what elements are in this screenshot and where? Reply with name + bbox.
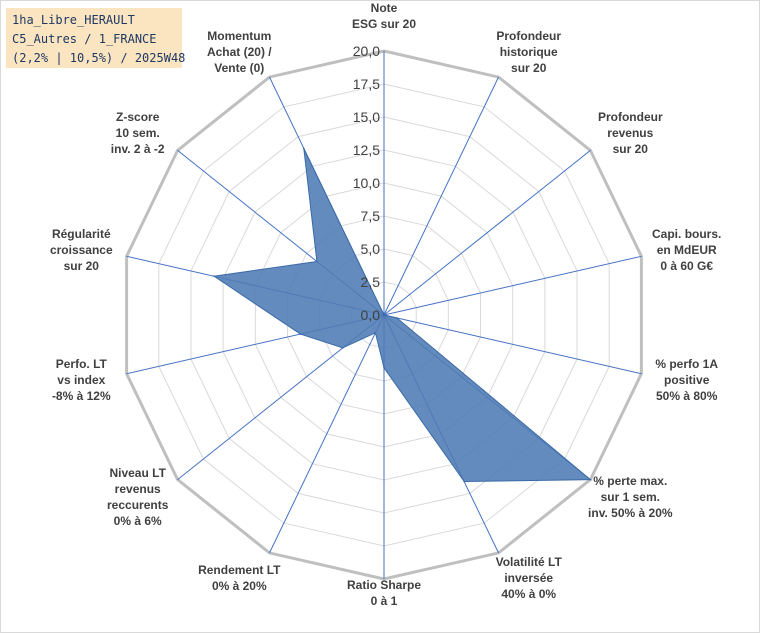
axis-label: 40% à 0% — [501, 587, 556, 601]
radar-series — [212, 147, 592, 483]
data-point — [383, 314, 385, 316]
axis-spoke — [269, 314, 385, 554]
axis-labels: Note ESG sur 20 Profondeur historique sur 20… — [50, 1, 721, 608]
axis-label: Rendement LT — [198, 563, 281, 577]
axis-label: Achat (20) / — [207, 45, 272, 59]
axis-label: -8% à 12% — [52, 389, 111, 403]
axis-spoke — [383, 314, 642, 375]
tick-label: 2,5 — [361, 274, 381, 290]
axis-label: Volatilité LT — [496, 555, 563, 569]
axis-spoke — [383, 76, 499, 316]
axis-label: revenus — [115, 482, 161, 496]
axis-label: 0% à 6% — [114, 514, 162, 528]
data-point — [589, 478, 592, 481]
axis-label: inversée — [504, 571, 553, 585]
axis-label: Capi. bours. — [652, 227, 721, 241]
axis-spoke — [383, 150, 591, 316]
info-line-2: C5_Autres / 1_FRANCE — [12, 32, 157, 46]
axis-label: historique — [500, 45, 558, 59]
tick-label: 0,0 — [361, 307, 381, 323]
axis-label: inv. 50% à 20% — [588, 506, 673, 520]
axis-label: 0 à 60 G€ — [660, 259, 713, 273]
info-box: 1ha_Libre_HERAULT C5_Autres / 1_FRANCE (… — [6, 8, 186, 68]
axis-label: 50% à 80% — [656, 389, 718, 403]
axis-label: Momentum — [207, 29, 271, 43]
tick-label: 15,0 — [353, 109, 380, 125]
tick-label: 17,5 — [353, 76, 380, 92]
radial-tick-labels: 0,0 2,5 5,0 7,5 10,0 12,5 15,0 17,5 20,0 — [353, 43, 380, 323]
axis-spoke — [383, 255, 642, 316]
axis-label: Z-score — [116, 110, 160, 124]
info-line-3: (2,2% | 10,5%) / 2025W48 — [12, 51, 186, 65]
axis-label: sur 20 — [511, 61, 547, 75]
axis-label: % perte max. — [593, 474, 667, 488]
tick-label: 20,0 — [353, 43, 380, 59]
data-point — [299, 333, 302, 335]
axis-label: reccurents — [107, 498, 169, 512]
data-point — [303, 147, 305, 150]
axis-label: positive — [664, 373, 710, 387]
tick-label: 5,0 — [361, 241, 381, 257]
data-point — [316, 260, 318, 263]
axis-label: % perfo 1A — [655, 357, 718, 371]
axis-label: Régularité — [52, 227, 111, 241]
axis-label: Niveau LT — [109, 466, 166, 480]
axis-label: revenus — [607, 126, 653, 140]
info-line-1: 1ha_Libre_HERAULT — [12, 13, 135, 27]
axis-label: Note — [371, 1, 398, 15]
axis-label: sur 1 sem. — [601, 490, 660, 504]
tick-label: 7,5 — [361, 208, 381, 224]
axis-label: sur 20 — [64, 259, 100, 273]
data-point — [374, 332, 377, 334]
axis-label: 0% à 20% — [212, 579, 267, 593]
tick-label: 12,5 — [353, 142, 380, 158]
axis-label: ESG sur 20 — [352, 17, 416, 31]
axis-label: Profondeur — [598, 110, 663, 124]
axis-label: 0 à 1 — [371, 594, 398, 608]
tick-label: 10,0 — [353, 175, 380, 191]
axis-label: croissance — [50, 243, 113, 257]
series-area — [212, 148, 592, 483]
axis-label: Ratio Sharpe — [347, 578, 421, 592]
axis-label: Vente (0) — [214, 61, 264, 75]
data-point — [383, 367, 385, 369]
data-point — [396, 317, 398, 319]
data-point — [213, 275, 215, 278]
data-point — [341, 347, 344, 349]
axis-label: en MdEUR — [657, 243, 717, 257]
axis-label: Perfo. LT — [56, 357, 108, 371]
axis-label: Profondeur — [496, 29, 561, 43]
axis-label: inv. 2 à -2 — [111, 142, 165, 156]
data-point — [463, 480, 466, 483]
axis-label: vs index — [57, 373, 105, 387]
axis-label: sur 20 — [613, 142, 649, 156]
axis-label: 10 sem. — [116, 126, 160, 140]
